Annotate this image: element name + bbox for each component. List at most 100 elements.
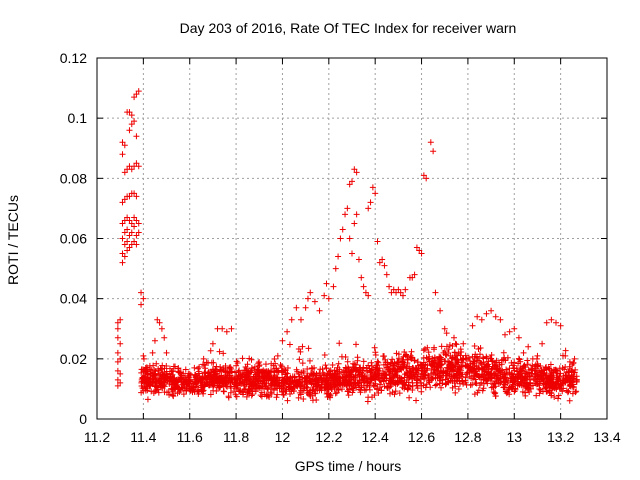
data-point: [533, 392, 540, 399]
data-point: [372, 376, 379, 383]
data-point: [332, 265, 339, 272]
data-point: [509, 371, 516, 378]
data-point: [138, 289, 145, 296]
data-point: [255, 360, 262, 367]
data-point: [344, 358, 351, 365]
data-point: [284, 377, 291, 384]
data-point: [182, 366, 189, 373]
data-point: [462, 379, 469, 386]
data-point: [133, 217, 140, 224]
data-point: [523, 379, 530, 386]
data-point: [534, 373, 541, 380]
data-point: [500, 384, 507, 391]
data-point: [442, 351, 449, 358]
data-point: [209, 340, 216, 347]
data-point: [476, 351, 483, 358]
data-point: [133, 91, 140, 98]
data-point: [296, 356, 303, 363]
data-point: [128, 220, 135, 227]
data-point: [457, 380, 464, 387]
data-point: [417, 373, 424, 380]
data-point: [375, 367, 382, 374]
data-point: [511, 388, 518, 395]
data-point: [431, 366, 438, 373]
data-point: [396, 390, 403, 397]
data-point: [210, 377, 217, 384]
data-point: [564, 389, 571, 396]
data-point: [430, 148, 437, 155]
data-point: [284, 397, 291, 404]
data-point: [191, 364, 198, 371]
data-point: [247, 368, 254, 375]
data-point: [497, 316, 504, 323]
data-point: [295, 346, 302, 353]
data-point: [248, 356, 255, 363]
data-point: [288, 388, 295, 395]
data-point: [506, 328, 513, 335]
data-point: [478, 316, 485, 323]
data-point: [217, 363, 224, 370]
data-point: [480, 354, 487, 361]
data-point: [273, 394, 280, 401]
data-point: [363, 386, 370, 393]
data-point: [158, 366, 165, 373]
data-point: [295, 394, 302, 401]
data-point: [343, 365, 350, 372]
data-point: [449, 354, 456, 361]
data-point: [388, 360, 395, 367]
data-point: [524, 361, 531, 368]
data-point: [248, 392, 255, 399]
data-point: [161, 334, 168, 341]
data-point: [455, 385, 462, 392]
data-point: [237, 387, 244, 394]
data-point: [409, 375, 416, 382]
data-point: [469, 322, 476, 329]
data-point: [453, 341, 460, 348]
data-point: [349, 178, 355, 185]
data-point: [126, 217, 133, 224]
data-point: [323, 365, 330, 372]
data-point: [117, 340, 124, 347]
data-point: [511, 377, 518, 384]
data-point: [369, 184, 376, 191]
data-point: [476, 374, 483, 381]
data-point: [474, 371, 481, 378]
data-point: [301, 375, 308, 382]
data-point: [413, 397, 420, 404]
data-point: [337, 235, 344, 242]
data-point: [163, 349, 170, 356]
data-point: [414, 367, 421, 374]
data-point: [114, 334, 121, 341]
data-point: [297, 380, 304, 387]
data-point: [410, 365, 417, 372]
data-point: [252, 384, 259, 391]
data-point: [304, 366, 311, 373]
data-point: [126, 244, 133, 251]
data-point: [562, 347, 569, 354]
data-point: [517, 358, 524, 365]
y-tick-label: 0: [79, 411, 87, 427]
data-point: [413, 365, 420, 372]
data-point: [144, 371, 151, 378]
data-point: [432, 382, 439, 389]
data-point: [409, 274, 416, 281]
data-point: [471, 391, 478, 398]
data-point: [114, 349, 121, 356]
data-point: [355, 256, 362, 263]
data-point: [144, 383, 151, 390]
data-point: [559, 388, 566, 395]
data-point: [526, 382, 533, 389]
data-point: [346, 181, 353, 188]
data-point: [121, 142, 128, 149]
data-point: [442, 381, 449, 388]
y-tick-label: 0.1: [68, 110, 88, 126]
data-point: [180, 370, 187, 377]
data-point: [353, 384, 360, 391]
data-point: [454, 368, 461, 375]
data-point: [531, 363, 538, 370]
data-point: [542, 381, 549, 388]
data-point: [235, 372, 242, 379]
data-point: [124, 226, 131, 233]
data-point: [418, 388, 425, 395]
data-point: [441, 325, 448, 332]
